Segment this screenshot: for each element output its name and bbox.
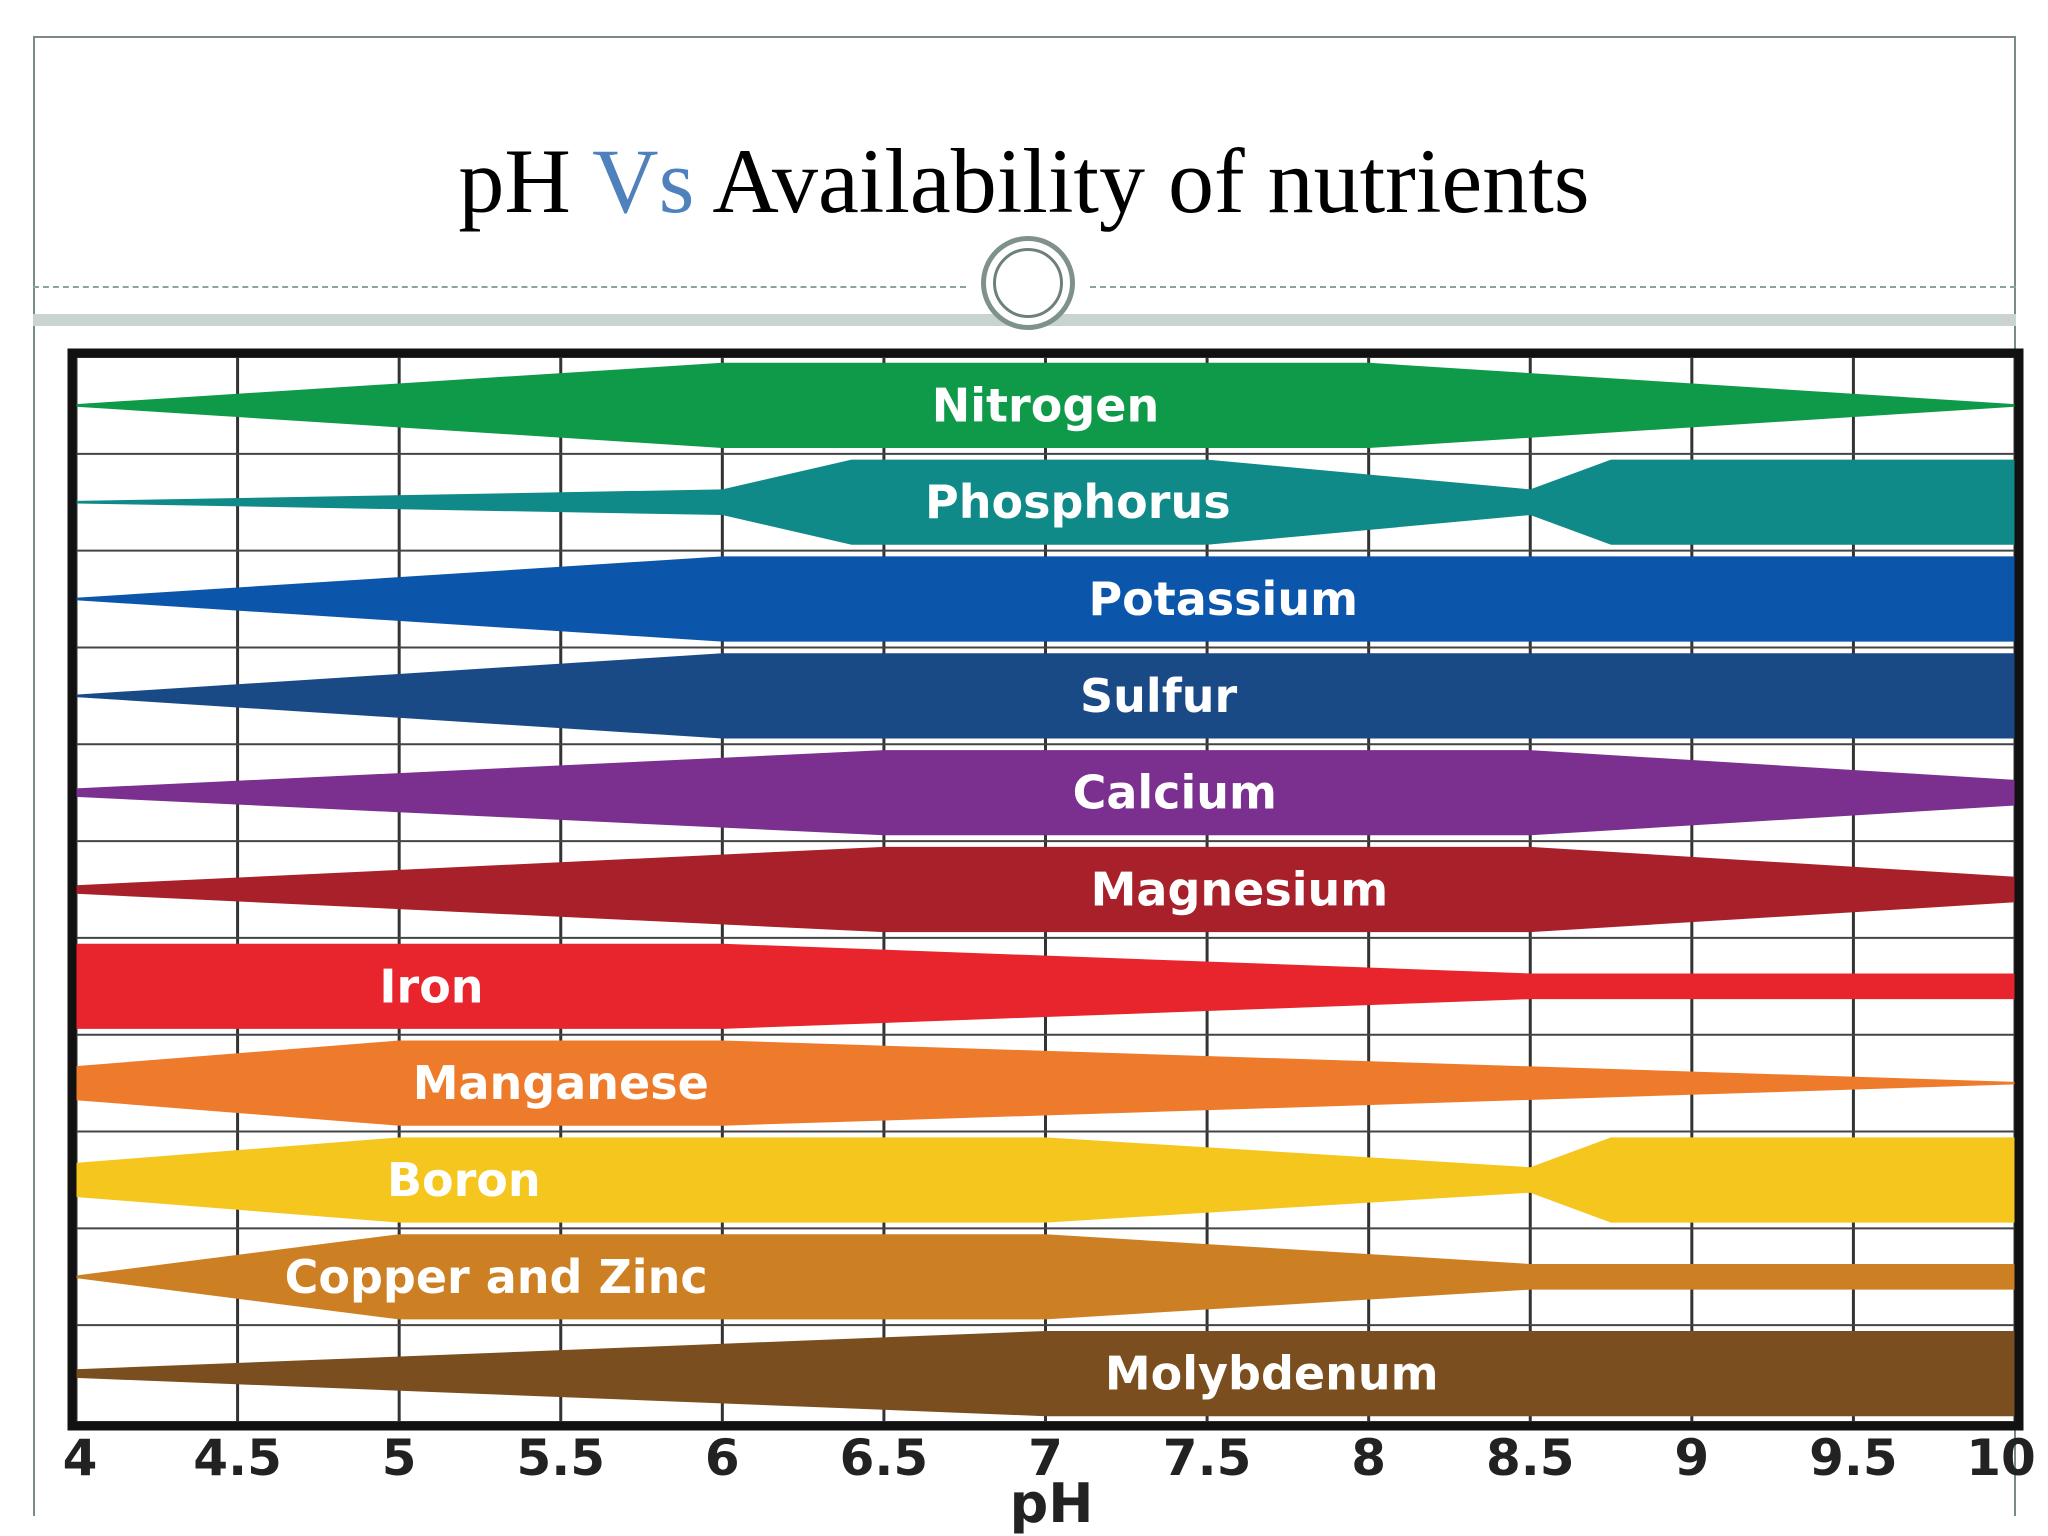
circle-ornament-inner-icon: [993, 248, 1063, 318]
band-label-sulfur: Sulfur: [1080, 669, 1237, 723]
band-molybdenum: [76, 1331, 2015, 1417]
band-manganese: [76, 1040, 2015, 1126]
band-label-calcium: Calcium: [1073, 766, 1277, 820]
title-accent-word: Vs: [592, 130, 695, 232]
title-divider-left: [33, 286, 966, 288]
x-tick-label: 5.5: [516, 1429, 605, 1487]
x-tick-label: 4.5: [193, 1429, 282, 1487]
band-iron: [76, 943, 2015, 1029]
band-calcium: [76, 750, 2015, 836]
x-tick-label: 6: [705, 1429, 740, 1487]
x-tick-label: 7: [1028, 1429, 1063, 1487]
band-labels-layer: Nitrogen Phosphorus Potassium Sulfur Calcium…: [285, 378, 1439, 1400]
band-label-potassium: Potassium: [1088, 572, 1358, 626]
band-boron: [76, 1137, 2015, 1223]
x-tick-label: 7.5: [1163, 1429, 1252, 1487]
x-tick-label: 6.5: [840, 1429, 929, 1487]
band-label-iron: Iron: [379, 959, 483, 1013]
x-tick-label: 8.5: [1486, 1429, 1575, 1487]
x-tick-label: 5: [382, 1429, 417, 1487]
x-tick-label: 10: [1966, 1429, 2036, 1487]
band-label-copper-and-zinc: Copper and Zinc: [285, 1250, 708, 1304]
band-sulfur: [76, 653, 2015, 739]
band-label-molybdenum: Molybdenum: [1105, 1347, 1439, 1401]
x-tick-label: 9: [1674, 1429, 1709, 1487]
x-tick-label: 8: [1351, 1429, 1386, 1487]
x-axis-title: pH: [1010, 1472, 1094, 1535]
band-label-boron: Boron: [387, 1153, 541, 1207]
band-copper-and-zinc: [76, 1234, 2015, 1320]
band-label-manganese: Manganese: [413, 1056, 709, 1110]
band-label-nitrogen: Nitrogen: [932, 378, 1159, 432]
title-divider-right: [1090, 286, 2016, 288]
title-part-1: pH: [458, 130, 593, 232]
band-nitrogen: [76, 362, 2015, 448]
band-label-phosphorus: Phosphorus: [925, 475, 1231, 529]
band-phosphorus: [76, 459, 2015, 545]
bands-layer: [76, 362, 2015, 1417]
x-tick-labels: 4 4.5 5 5.5 6 6.5 7 7.5 8 8.5 9 9.5 10: [63, 1429, 2036, 1487]
band-potassium: [76, 556, 2015, 642]
title-part-2: Availability of nutrients: [694, 130, 1590, 232]
band-magnesium: [76, 846, 2015, 933]
plot-border: [67, 348, 2024, 1431]
band-label-magnesium: Magnesium: [1091, 863, 1389, 917]
x-tick-label: 9.5: [1809, 1429, 1898, 1487]
x-tick-label: 4: [63, 1429, 98, 1487]
slide-title: pH Vs Availability of nutrients: [0, 135, 2048, 227]
